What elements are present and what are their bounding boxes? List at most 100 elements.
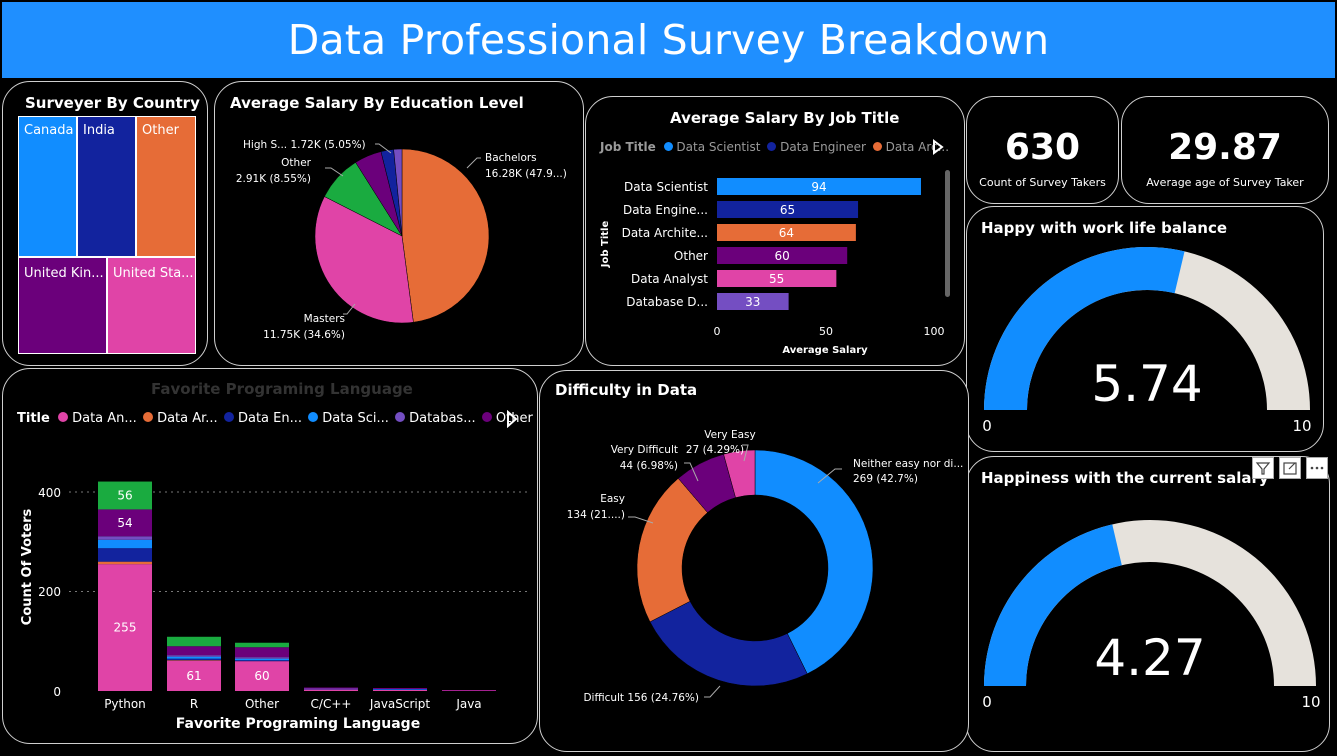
gauge-worklife-min: 0	[982, 417, 992, 435]
legend-dot-icon	[872, 142, 882, 151]
tile-united-kingdom[interactable]: United Kin...	[18, 257, 107, 354]
gauge-salary-panel[interactable]: Happiness with the current salary 4.27 0…	[966, 456, 1330, 752]
jobtitle-bar-value: 33	[745, 295, 760, 309]
jobtitle-bar[interactable]	[717, 224, 856, 241]
education-pie-chart: High S... 1.72K (5.05%) Other 2.91K (8.5…	[236, 139, 567, 341]
legend-dot-icon	[481, 412, 492, 422]
language-bar-segment[interactable]	[98, 509, 152, 537]
jobtitle-bar[interactable]	[717, 247, 848, 264]
legend-item[interactable]: Data Ar...	[157, 411, 218, 426]
language-bar-segment[interactable]	[304, 689, 358, 691]
tile-other[interactable]: Other	[136, 116, 196, 257]
donut-slice-1[interactable]	[649, 600, 808, 687]
jobtitle-bar-value: 65	[780, 203, 795, 217]
language-bar-segment[interactable]	[167, 636, 221, 647]
edu-label-other-1: Other	[281, 157, 311, 169]
language-bar-segment[interactable]	[98, 561, 152, 565]
legend-next-icon[interactable]	[931, 139, 945, 155]
jobtitle-scrollbar[interactable]	[945, 170, 950, 297]
jobtitle-bar-value: 60	[774, 249, 789, 263]
language-bar-segment[interactable]	[304, 687, 358, 689]
tile-label: Other	[142, 123, 179, 138]
language-category-label: R	[190, 697, 198, 711]
jobtitle-bar[interactable]	[717, 201, 859, 218]
tile-label: United Kin...	[24, 266, 104, 281]
edu-label-other-2: 2.91K (8.55%)	[236, 173, 311, 185]
language-data-label: 54	[117, 516, 132, 530]
language-bar-segment[interactable]	[373, 690, 427, 691]
more-options-icon[interactable]	[1306, 457, 1328, 479]
focus-mode-icon[interactable]	[1279, 457, 1301, 479]
legend-item[interactable]: Databas...	[409, 411, 476, 426]
language-bar-segment[interactable]	[167, 660, 221, 691]
donut-slice-4[interactable]	[723, 449, 756, 498]
tile-united-states[interactable]: United Sta...	[107, 257, 196, 354]
language-data-label: 61	[186, 669, 201, 683]
tile-india[interactable]: India	[77, 116, 136, 257]
language-bar-segment[interactable]	[98, 536, 152, 540]
language-bar-segment[interactable]	[235, 657, 289, 659]
diff-label-very-difficult-2: 44 (6.98%)	[620, 460, 678, 472]
legend-item[interactable]: Data Scientist	[676, 140, 761, 154]
language-bar-segment[interactable]	[167, 658, 221, 661]
language-bar-segment[interactable]	[167, 655, 221, 657]
language-bar-segment[interactable]	[235, 647, 289, 658]
jobtitle-panel-title: Average Salary By Job Title	[670, 109, 900, 127]
tile-label: Canada	[24, 123, 74, 138]
gauge-worklife-panel[interactable]: Happy with work life balance 5.74 0 10	[966, 206, 1324, 452]
language-category-label: C/C++	[311, 697, 352, 711]
language-bar-segment[interactable]	[235, 660, 289, 662]
dashboard-title-bar: Data Professional Survey Breakdown	[2, 2, 1335, 78]
language-bar-segment[interactable]	[167, 646, 221, 656]
jobtitle-tick: 100	[924, 325, 945, 338]
jobtitle-tick: 0	[714, 325, 721, 338]
country-treemap-panel[interactable]: Surveyer By Country Canada India Other U…	[2, 81, 208, 366]
legend-title: Job Title	[600, 140, 656, 154]
gauge-salary-title: Happiness with the current salary	[981, 469, 1269, 487]
legend-item[interactable]: Data Sci...	[322, 411, 389, 426]
gauge-fill	[984, 524, 1122, 686]
legend-item[interactable]: Data En...	[237, 411, 303, 426]
education-pie-panel[interactable]: Average Salary By Education Level High S…	[214, 81, 584, 366]
jobtitle-bar[interactable]	[717, 293, 789, 310]
legend-next-icon[interactable]	[505, 410, 519, 428]
gauge-salary-value: 4.27	[1094, 629, 1205, 687]
language-bar-segment[interactable]	[98, 548, 152, 562]
language-bar-panel[interactable]: Favorite Programing Language Title Data …	[2, 368, 538, 744]
legend-dot-icon	[57, 412, 68, 422]
gauge-salary-min: 0	[982, 693, 992, 711]
language-category-label: JavaScript	[369, 697, 430, 711]
language-category-label: Java	[455, 697, 481, 711]
language-bar-segment[interactable]	[98, 564, 152, 691]
language-bar-segment[interactable]	[235, 642, 289, 648]
difficulty-donut-panel[interactable]: Difficulty in Data Very Easy 27 (4.29%) …	[539, 370, 969, 752]
tile-label: United Sta...	[113, 266, 194, 281]
jobtitle-bar[interactable]	[717, 178, 921, 195]
language-data-label: 60	[254, 669, 269, 683]
diff-label-difficult: Difficult 156 (24.76%)	[583, 692, 699, 704]
language-bar-segment[interactable]	[235, 661, 289, 691]
edu-label-high-school: High S... 1.72K (5.05%)	[243, 139, 366, 151]
pie-slice-0[interactable]	[401, 148, 490, 323]
language-bar-segment[interactable]	[98, 539, 152, 549]
pie-slice-1[interactable]	[314, 196, 414, 324]
tile-canada[interactable]: Canada	[18, 116, 77, 257]
jobtitle-category-label: Other	[674, 249, 708, 263]
language-bar-segment[interactable]	[98, 481, 152, 510]
donut-slice-0[interactable]	[754, 449, 874, 675]
jobtitle-bar[interactable]	[717, 270, 837, 287]
edu-label-bachelors-2: 16.28K (47.9...)	[485, 168, 567, 180]
jobtitle-bar-panel[interactable]: Average Salary By Job Title Job Title Da…	[585, 96, 965, 366]
gauge-worklife-value: 5.74	[1091, 355, 1202, 413]
filter-icon[interactable]	[1252, 457, 1274, 479]
language-category-label: Other	[245, 697, 279, 711]
language-bar-segment[interactable]	[373, 688, 427, 690]
language-bar-segment[interactable]	[235, 658, 289, 661]
gauge-salary-max: 10	[1301, 693, 1320, 711]
language-bar-segment[interactable]	[167, 656, 221, 659]
legend-item[interactable]: Data Engineer	[780, 140, 866, 154]
jobtitle-bar-value: 64	[779, 226, 794, 240]
gauge-worklife-max: 10	[1292, 417, 1311, 435]
pie-slice-5[interactable]	[393, 148, 403, 237]
legend-item[interactable]: Data An...	[72, 411, 137, 426]
